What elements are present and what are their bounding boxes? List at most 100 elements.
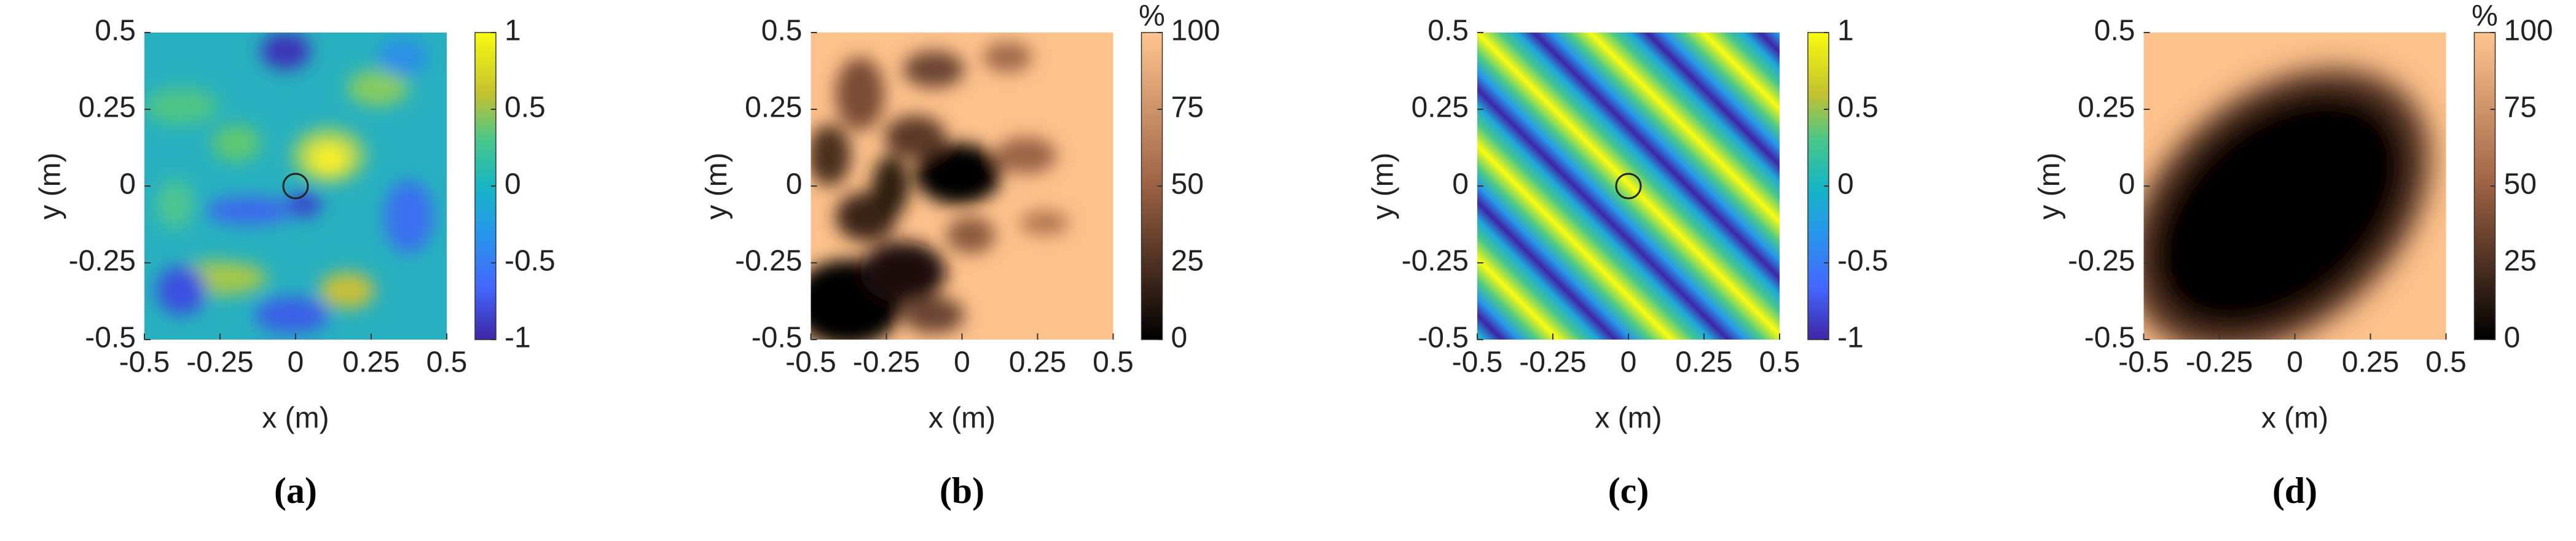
x-tick-label: 0.5 [1759, 346, 1800, 379]
colorbar-tick-label: -1 [1837, 322, 1864, 354]
x-tick-label: -0.25 [2186, 346, 2253, 379]
colorbar-tick-label: 25 [1171, 245, 1204, 278]
field-blob [320, 272, 375, 309]
field-blob [983, 42, 1032, 72]
x-tick-label: -0.5 [1452, 346, 1503, 379]
colorbar-tick-label: 0.5 [505, 91, 546, 124]
x-axis-label: x (m) [2261, 402, 2328, 435]
colorbar-tick-label: 100 [1171, 15, 1220, 47]
colorbar-tick-label: 0 [1171, 322, 1188, 354]
field-blob [157, 180, 194, 229]
field-blob [1019, 211, 1069, 235]
x-tick-label: 0 [2287, 346, 2303, 379]
x-tick-label: 0 [1620, 346, 1637, 379]
colorbar-label: % [1139, 0, 1165, 33]
heatmap [2143, 33, 2446, 340]
heatmap [144, 33, 447, 340]
field-blob [915, 143, 1002, 204]
x-axis-label: x (m) [262, 402, 329, 435]
field-blob [212, 125, 261, 162]
y-tick-label: 0.5 [1427, 15, 1469, 47]
field-blob [255, 297, 329, 333]
colorbar-tick-label: 50 [2504, 168, 2537, 201]
x-tick-label: -0.5 [2118, 346, 2169, 379]
y-tick-label: 0 [2119, 168, 2135, 201]
y-tick-label: 0 [1452, 168, 1469, 201]
y-tick-label: 0 [786, 168, 803, 201]
y-tick-label: -0.25 [69, 245, 136, 278]
field-blob [261, 33, 310, 69]
caption: (b) [940, 470, 984, 511]
x-tick-label: 0.5 [1093, 346, 1134, 379]
field-blob [347, 69, 409, 106]
x-tick-label: 0 [288, 346, 304, 379]
x-tick-label: 0.25 [1675, 346, 1732, 379]
colorbar-tick-label: -0.5 [1837, 245, 1888, 278]
x-tick-label: 0.5 [426, 346, 468, 379]
colorbar-tick-label: 0 [2504, 322, 2521, 354]
y-axis-label: y (m) [701, 152, 733, 219]
colorbar-tick-label: 0 [505, 168, 521, 201]
colorbar-tick-label: 75 [1171, 91, 1204, 124]
field-blob [884, 115, 946, 158]
x-tick-label: 0.25 [2342, 346, 2399, 379]
colorbar-tick-label: 50 [1171, 168, 1204, 201]
field-blob [384, 180, 433, 254]
y-tick-label: -0.5 [2084, 322, 2135, 354]
field-blob [995, 137, 1057, 174]
colorbar-tick-label: 0.5 [1837, 91, 1879, 124]
x-tick-label: 0 [954, 346, 970, 379]
field-blob [144, 88, 218, 125]
y-tick-label: -0.5 [1418, 322, 1469, 354]
y-tick-label: -0.5 [85, 322, 136, 354]
field-blob [903, 51, 965, 88]
x-tick-label: -0.25 [186, 346, 253, 379]
y-tick-label: 0.25 [1412, 91, 1469, 124]
field-blobs [144, 33, 433, 333]
y-tick-label: -0.25 [2068, 245, 2135, 278]
colorbar-tick-label: 100 [2504, 15, 2553, 47]
field-blob [2149, 89, 2409, 332]
field-blob [309, 142, 348, 174]
heatmap [1477, 33, 1780, 340]
field-blob [157, 266, 206, 315]
y-tick-label: 0.5 [2094, 15, 2135, 47]
y-tick-label: -0.5 [752, 322, 803, 354]
field-blob [903, 297, 965, 333]
colorbar-tick-label: -0.5 [505, 245, 556, 278]
y-axis-label: y (m) [2033, 152, 2066, 219]
x-tick-label: -0.25 [1519, 346, 1586, 379]
y-tick-label: 0.25 [745, 91, 802, 124]
y-tick-label: 0.5 [761, 15, 803, 47]
heatmap [811, 33, 1113, 340]
y-tick-label: 0.5 [95, 15, 136, 47]
caption: (c) [1608, 470, 1649, 511]
colorbar-tick-label: 1 [1837, 15, 1854, 47]
field-blob [872, 155, 909, 217]
field-blobs [2143, 68, 2431, 340]
x-tick-label: 0.25 [1009, 346, 1066, 379]
y-axis-label: y (m) [1367, 152, 1400, 219]
field-blob [835, 57, 885, 131]
field-blob [946, 217, 995, 254]
field-blob [206, 197, 292, 224]
y-tick-label: 0.25 [79, 91, 136, 124]
colorbar-tick-label: 1 [505, 15, 521, 47]
x-tick-label: -0.25 [853, 346, 920, 379]
x-tick-label: 0.25 [342, 346, 399, 379]
x-tick-label: -0.5 [785, 346, 836, 379]
y-tick-label: -0.25 [735, 245, 802, 278]
colorbar-tick-label: 25 [2504, 245, 2537, 278]
field-blob [811, 125, 851, 186]
field-blob [860, 241, 946, 303]
field-blob [378, 39, 427, 76]
source-marker [282, 173, 309, 200]
y-axis-label: y (m) [34, 152, 67, 219]
colorbar-label: % [2472, 0, 2498, 33]
caption: (d) [2272, 470, 2317, 511]
y-tick-label: 0.25 [2078, 91, 2135, 124]
colorbar-tick-label: 0 [1837, 168, 1854, 201]
field-blobs [811, 42, 1069, 340]
source-marker [1615, 173, 1642, 200]
